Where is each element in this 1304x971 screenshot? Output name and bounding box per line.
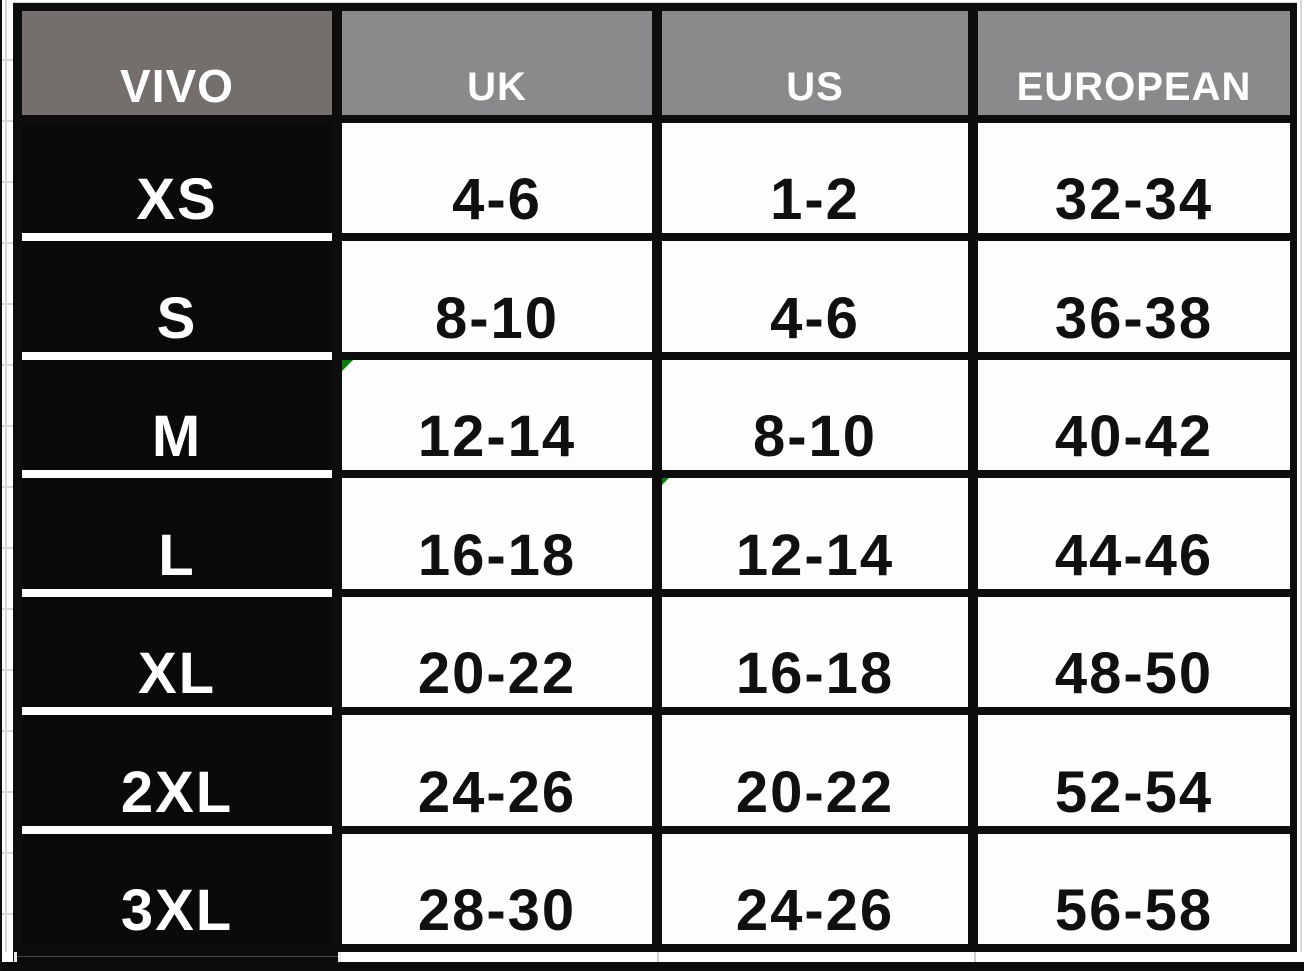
right-margin xyxy=(1297,0,1304,962)
cell-2xl-uk: 24-26 xyxy=(342,715,652,826)
cell-s-us: 4-6 xyxy=(662,241,968,352)
left-black-edge xyxy=(0,0,2,971)
gridline xyxy=(0,2,1304,3)
cell-2xl-us: 20-22 xyxy=(662,715,968,826)
row-label-xs: XS xyxy=(22,123,332,242)
header-cell-us: US xyxy=(662,11,968,115)
cell-s-european: 36-38 xyxy=(978,241,1290,352)
cell-m-european: 40-42 xyxy=(978,359,1290,471)
cell-m-uk: 12-14 xyxy=(342,359,652,471)
cell-xl-us: 16-18 xyxy=(662,596,968,708)
comment-flag-icon xyxy=(662,478,669,486)
row-label-xl: XL xyxy=(22,596,332,716)
cell-l-us: 12-14 xyxy=(662,478,968,589)
header-cell-european: EUROPEAN xyxy=(978,11,1290,115)
bottom-black-bar xyxy=(0,962,1304,971)
row-label-m: M xyxy=(22,359,332,479)
cell-xl-uk: 20-22 xyxy=(342,596,652,708)
size-chart-table: VIVO UK US EUROPEAN XS 4-6 1-2 32-34 S 8… xyxy=(13,3,1297,952)
row-label-s: S xyxy=(22,241,332,361)
gridline xyxy=(14,952,17,962)
cell-xs-european: 32-34 xyxy=(978,123,1290,234)
header-cell-uk: UK xyxy=(342,11,652,115)
row-label-3xl: 3XL xyxy=(22,833,332,944)
comment-flag-icon xyxy=(342,359,353,371)
cell-l-uk: 16-18 xyxy=(342,478,652,589)
cell-l-european: 44-46 xyxy=(978,478,1290,589)
row-label-2xl: 2XL xyxy=(22,715,332,835)
cell-xl-european: 48-50 xyxy=(978,596,1290,708)
cell-3xl-european: 56-58 xyxy=(978,833,1290,944)
cell-3xl-uk: 28-30 xyxy=(342,833,652,944)
cell-3xl-us: 24-26 xyxy=(662,833,968,944)
cell-xs-uk: 4-6 xyxy=(342,123,652,234)
bottom-margin-strip xyxy=(0,952,1304,962)
left-margin xyxy=(0,0,13,962)
cell-s-uk: 8-10 xyxy=(342,241,652,352)
bottom-strip-dark-segment xyxy=(13,952,341,962)
cell-m-us: 8-10 xyxy=(662,359,968,471)
header-cell-vivo: VIVO xyxy=(22,11,332,115)
gridline xyxy=(657,952,659,962)
gridline xyxy=(338,952,341,962)
cell-xs-us: 1-2 xyxy=(662,123,968,234)
gridline xyxy=(974,952,976,962)
row-label-l: L xyxy=(22,478,332,598)
cell-2xl-european: 52-54 xyxy=(978,715,1290,826)
